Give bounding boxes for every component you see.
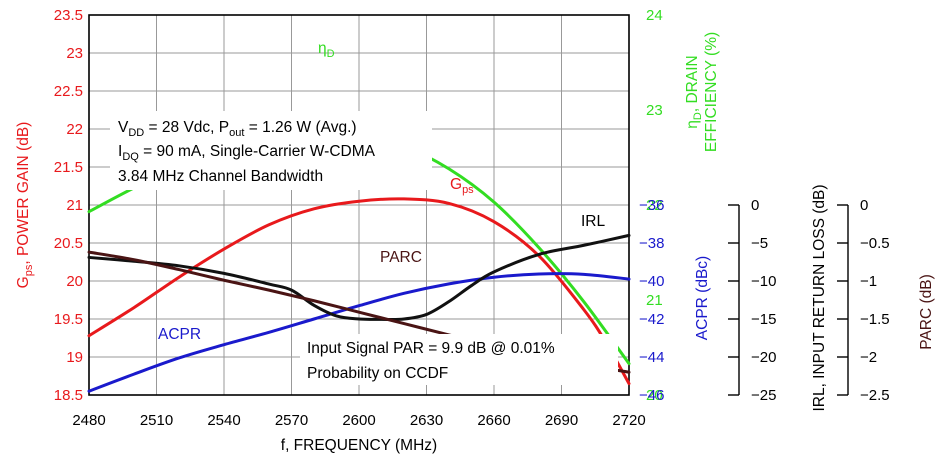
x-tick-label: 2570 (275, 412, 308, 429)
gps-curve-label: Gps (450, 176, 474, 196)
efficiency-axis-title-line2: EFFICIENCY (%) (703, 32, 720, 152)
irl-axis: −25 −20 −15 −10 −5 0 (728, 197, 776, 404)
irl-axis-title: IRL, INPUT RETURN LOSS (dB) (811, 184, 828, 411)
acpr-axis-title: ACPR (dBc) (694, 256, 711, 340)
x-tick-label: 2720 (612, 412, 645, 429)
acpr-tick-label: −42 (639, 311, 664, 328)
x-tick-label: 2480 (72, 412, 105, 429)
parc-tick-label: −0.5 (860, 235, 890, 252)
conditions-line-1: VDD = 28 Vdc, Pout = 1.26 W (Avg.) (118, 119, 357, 139)
conditions-line-2: IDQ = 90 mA, Single-Carrier W-CDMA (118, 143, 376, 163)
signal-line-1: Input Signal PAR = 9.9 dB @ 0.01% (307, 340, 555, 357)
x-tick-label: 2690 (545, 412, 578, 429)
eta-curve-label: ηD (318, 40, 335, 60)
plot-frame (88, 14, 630, 396)
series-irl-line (87, 233, 631, 321)
acpr-tick-label: −46 (639, 387, 664, 404)
gain-tick-label: 18.5 (54, 387, 83, 404)
acpr-tick-label: −44 (639, 349, 664, 366)
parc-tick-label: −2.5 (860, 387, 890, 404)
efficiency-tick-label: 20 (646, 387, 663, 404)
irl-curve-label: IRL (581, 213, 606, 230)
gain-axis-title: Gps, POWER GAIN (dB) (15, 122, 35, 289)
efficiency-axis-title: ηD, DRAIN (684, 55, 704, 128)
parc-tick-label: −2 (860, 349, 877, 366)
gain-tick-label: 20 (66, 273, 83, 290)
efficiency-tick-label: 22 (646, 197, 663, 214)
efficiency-axis-ticks: 20 21 22 23 24 (646, 7, 663, 404)
gain-tick-label: 23 (66, 45, 83, 62)
gain-axis-ticks: 18.5 19 19.5 20 20.5 21 21.5 22 22.5 23 23.5 (54, 7, 83, 404)
efficiency-tick-label: 21 (646, 292, 663, 309)
conditions-line-3: 3.84 MHz Channel Bandwidth (118, 168, 323, 185)
gain-tick-label: 19 (66, 349, 83, 366)
irl-tick-label: −20 (751, 349, 776, 366)
parc-axis: −2.5 −2 −1.5 −1 −0.5 0 (837, 197, 890, 404)
acpr-tick-label: −38 (639, 235, 664, 252)
series-acpr-line (87, 272, 631, 393)
x-tick-label: 2630 (410, 412, 443, 429)
efficiency-tick-label: 24 (646, 7, 663, 24)
acpr-axis-ticks: −46 −44 −42 −40 −38 −36 (639, 197, 664, 404)
efficiency-tick-label: 23 (646, 102, 663, 119)
parc-axis-title: PARC (dB) (918, 274, 935, 350)
irl-tick-label: −25 (751, 387, 776, 404)
x-axis-ticks: 2480 2510 2540 2570 2600 2630 2660 2690 2720 (72, 412, 645, 429)
signal-line-2: Probability on CCDF (307, 365, 448, 382)
gain-tick-label: 21 (66, 197, 83, 214)
gain-tick-label: 22 (66, 121, 83, 138)
gain-tick-label: 22.5 (54, 83, 83, 100)
gain-tick-label: 19.5 (54, 311, 83, 328)
irl-tick-label: −10 (751, 273, 776, 290)
x-tick-label: 2600 (342, 412, 375, 429)
x-tick-label: 2510 (140, 412, 173, 429)
signal-box-mask (300, 334, 618, 385)
x-tick-label: 2660 (477, 412, 510, 429)
parc-tick-label: 0 (860, 197, 868, 214)
conditions-box-mask (110, 111, 432, 190)
irl-tick-label: −15 (751, 311, 776, 328)
gain-tick-label: 21.5 (54, 159, 83, 176)
acpr-curve-label: ACPR (158, 326, 201, 343)
acpr-tick-label: −36 (639, 197, 664, 214)
parc-curve-label: PARC (380, 249, 422, 266)
irl-tick-label: −5 (751, 235, 768, 252)
acpr-tick-label: −40 (639, 273, 664, 290)
x-tick-label: 2540 (207, 412, 240, 429)
gain-tick-label: 23.5 (54, 7, 83, 24)
series-gps-line (87, 197, 631, 386)
x-axis-title: f, FREQUENCY (MHz) (281, 437, 437, 454)
irl-tick-label: 0 (751, 197, 759, 214)
parc-tick-label: −1 (860, 273, 877, 290)
gain-tick-label: 20.5 (54, 235, 83, 252)
parc-tick-label: −1.5 (860, 311, 890, 328)
